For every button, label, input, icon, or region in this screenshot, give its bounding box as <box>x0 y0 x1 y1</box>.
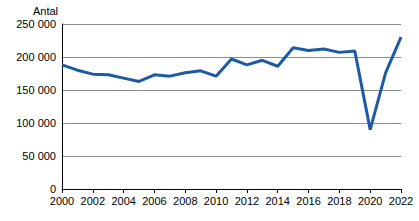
svg-text:250 000: 250 000 <box>16 18 56 30</box>
svg-text:2018: 2018 <box>327 195 351 207</box>
svg-text:2002: 2002 <box>81 195 105 207</box>
svg-text:Antal: Antal <box>33 5 58 17</box>
svg-text:200 000: 200 000 <box>16 51 56 63</box>
svg-text:0: 0 <box>50 183 56 195</box>
svg-text:2006: 2006 <box>142 195 166 207</box>
svg-text:2008: 2008 <box>173 195 197 207</box>
svg-text:2010: 2010 <box>204 195 228 207</box>
svg-text:2022: 2022 <box>389 195 413 207</box>
svg-text:2004: 2004 <box>111 195 135 207</box>
svg-text:2020: 2020 <box>358 195 382 207</box>
svg-text:2000: 2000 <box>50 195 74 207</box>
svg-text:2016: 2016 <box>296 195 320 207</box>
svg-text:2014: 2014 <box>265 195 289 207</box>
svg-text:2012: 2012 <box>235 195 259 207</box>
svg-text:150 000: 150 000 <box>16 84 56 96</box>
svg-text:50 000: 50 000 <box>22 150 56 162</box>
svg-text:100 000: 100 000 <box>16 117 56 129</box>
